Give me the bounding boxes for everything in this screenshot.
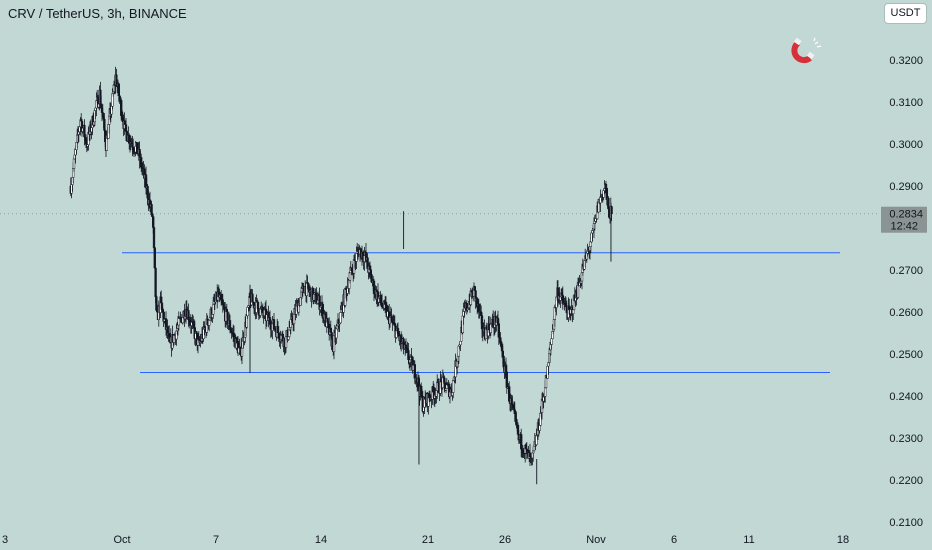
last-price-tag: 0.2834 12:42 (881, 206, 927, 233)
time-tick-label: Nov (586, 534, 606, 546)
symbol-title: CRV / TetherUS, 3h, BINANCE (8, 6, 187, 21)
time-tick-label: 26 (499, 534, 511, 546)
time-tick-label: Oct (113, 534, 130, 546)
time-tick-label: 18 (837, 534, 849, 546)
price-tick-label: 0.2100 (889, 517, 923, 529)
time-tick-label: 21 (422, 534, 434, 546)
candle (152, 226, 156, 251)
time-tick-label: 7 (213, 534, 219, 546)
price-tick-label: 0.2700 (889, 265, 923, 277)
countdown-value: 12:42 (890, 221, 918, 233)
time-tick-label: 3 (2, 534, 8, 546)
last-price-tag-bg (881, 206, 927, 233)
candles (69, 66, 613, 485)
candle (153, 247, 156, 270)
price-tick-label: 0.2300 (889, 433, 923, 445)
price-tick-label: 0.3100 (889, 97, 923, 109)
price-tick-label: 0.2400 (889, 391, 923, 403)
price-tick-label: 0.3000 (889, 139, 923, 151)
time-tick-label: 14 (315, 534, 327, 546)
price-axis[interactable]: 0.3200 0.3100 0.3000 0.2900 0.2700 0.2600 0.25… (889, 55, 923, 529)
magnet-icon (791, 37, 822, 64)
price-tick-label: 0.2500 (889, 349, 923, 361)
time-tick-label: 6 (671, 534, 677, 546)
time-axis[interactable]: 3 Oct 7 14 21 26 Nov 6 11 18 (2, 534, 849, 546)
price-tick-label: 0.2900 (889, 181, 923, 193)
time-tick-label: 11 (743, 534, 754, 546)
price-tick-label: 0.2200 (889, 475, 923, 487)
price-tick-label: 0.2600 (889, 307, 923, 319)
currency-button[interactable]: USDT (884, 3, 927, 24)
candle (272, 313, 276, 330)
last-price-value: 0.2834 (889, 209, 923, 221)
horizontal-levels[interactable] (122, 252, 840, 373)
price-tick-label: 0.3200 (889, 55, 923, 67)
